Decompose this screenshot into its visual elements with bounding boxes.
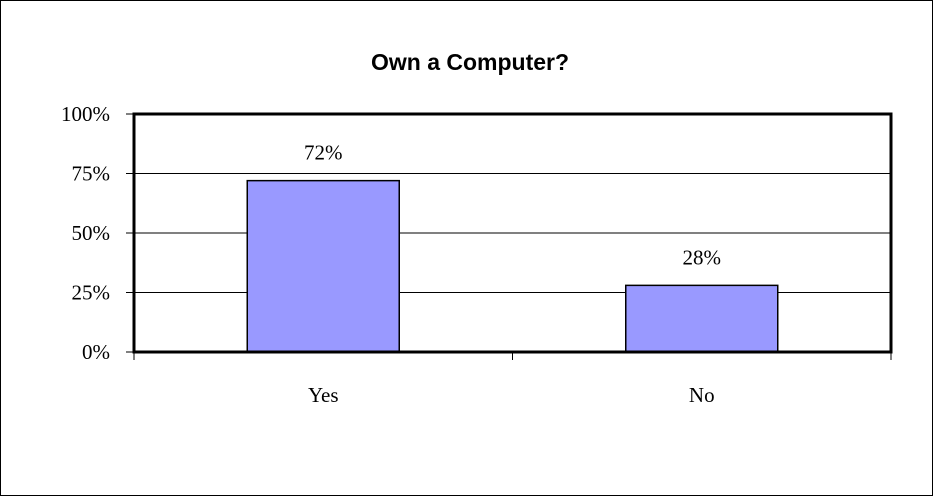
plot-area-frame: [132, 112, 893, 354]
data-label: 28%: [683, 245, 722, 269]
y-tick-label: 25%: [72, 281, 111, 305]
data-label: 72%: [304, 141, 343, 165]
y-tick-label: 100%: [61, 102, 110, 126]
bars: [246, 179, 779, 353]
y-tick-label: 50%: [72, 221, 111, 245]
bar-yes: [246, 179, 400, 353]
x-tick-label: No: [689, 383, 715, 407]
chart-title: Own a Computer?: [371, 49, 569, 75]
axes: [126, 112, 893, 360]
y-tick-label: 75%: [72, 162, 111, 186]
labels: 0% 25% 50% 75% 100% 72% Yes 28% No: [61, 102, 721, 407]
bar-no: [625, 284, 779, 353]
x-tick-label: Yes: [308, 383, 339, 407]
y-tick-label: 0%: [82, 340, 110, 364]
